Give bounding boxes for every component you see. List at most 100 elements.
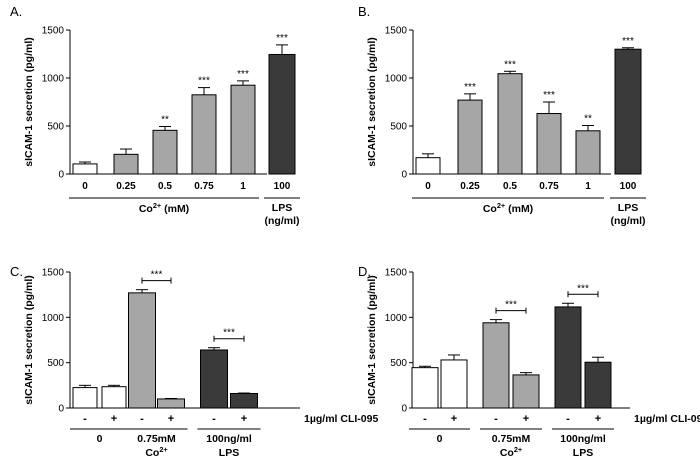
treatment-sign: - [423, 413, 427, 425]
group-label-cobalt: Co2+ (mM) [139, 201, 189, 216]
y-tick-label: 0 [58, 404, 64, 415]
treatment-sign: - [140, 413, 144, 425]
group-label-lps: LPS [618, 202, 638, 214]
group-label-lps-units: (ng/ml) [265, 215, 300, 227]
y-tick-label: 500 [390, 122, 407, 133]
bar [152, 129, 178, 175]
treatment-sign: - [83, 413, 87, 425]
treatment-sign: + [168, 413, 174, 425]
group-sublabel: LPS [573, 447, 593, 459]
y-tick-label: 1000 [42, 313, 65, 324]
x-tick-label: 100 [274, 181, 291, 192]
y-tick-label: 1000 [385, 74, 408, 85]
bar [415, 157, 441, 175]
panel-label: C. [10, 264, 23, 279]
x-tick-label: 100 [620, 181, 637, 192]
group-sublabel: Co2+ [500, 445, 522, 460]
y-axis-title: sICAM-1 secretion (pg/ml) [366, 275, 378, 405]
group-label: 0 [437, 433, 443, 445]
bar [482, 322, 510, 409]
x-tick-label: 0.5 [503, 181, 517, 192]
bracket-label: *** [577, 283, 589, 294]
y-tick-label: 1500 [42, 268, 65, 279]
y-axis-title: sICAM-1 secretion (pg/ml) [23, 275, 35, 405]
bar [113, 153, 139, 175]
significance-label: ** [584, 114, 592, 125]
bracket-label: *** [151, 270, 163, 281]
significance-label: *** [543, 90, 555, 101]
treatment-sign: + [523, 413, 529, 425]
bracket-label: *** [223, 328, 235, 339]
y-tick-label: 500 [390, 358, 407, 369]
bar [157, 398, 185, 409]
y-tick-label: 1000 [42, 74, 65, 85]
group-label-lps: LPS [272, 202, 292, 214]
bar [101, 386, 127, 409]
x-tick-label: 1 [240, 181, 246, 192]
panel-label: B. [358, 4, 370, 19]
group-label: 0.75mM [492, 433, 531, 445]
significance-label: *** [464, 82, 476, 93]
bar [512, 374, 540, 409]
group-sublabel: LPS [219, 447, 239, 459]
bracket-label: *** [505, 300, 517, 311]
significance-label: *** [622, 36, 634, 47]
y-tick-label: 0 [401, 170, 407, 181]
group-label-lps-units: (ng/ml) [611, 215, 646, 227]
y-tick-label: 0 [401, 404, 407, 415]
bar [128, 292, 156, 409]
bar [497, 73, 523, 175]
panel-label: D. [358, 264, 371, 279]
group-label: 0 [97, 433, 103, 445]
group-label: 100ng/ml [560, 433, 606, 445]
treatment-sign: + [595, 413, 601, 425]
bar [614, 48, 642, 175]
treatment-sign: + [451, 413, 457, 425]
treatment-label: 1µg/ml CLI-095 [304, 413, 378, 425]
y-tick-label: 1500 [385, 268, 408, 279]
group-label: 100ng/ml [206, 433, 252, 445]
x-tick-label: 0.5 [158, 181, 172, 192]
treatment-sign: + [241, 413, 247, 425]
significance-label: ** [161, 114, 169, 125]
bar [411, 367, 439, 409]
bar [230, 392, 258, 409]
bar [440, 359, 468, 409]
bar [230, 84, 256, 175]
bar [584, 361, 612, 409]
panel-d: D. 0 500 1000 1500 sICAM-1 secretion (pg/ml) -… [358, 264, 700, 459]
bar [457, 99, 483, 175]
significance-label: *** [198, 76, 210, 87]
panel-c: C. 0 500 1000 1500 sICAM-1 secretion (pg/ml) -… [10, 264, 378, 459]
bar [536, 113, 562, 175]
significance-label: *** [276, 33, 288, 44]
x-tick-label: 0.25 [460, 181, 480, 192]
x-tick-label: 0.75 [539, 181, 559, 192]
treatment-sign: - [494, 413, 498, 425]
treatment-sign: - [566, 413, 570, 425]
bar [268, 53, 296, 175]
bar [191, 94, 217, 175]
x-tick-label: 0.75 [194, 181, 214, 192]
significance-label: *** [504, 59, 516, 70]
treatment-label: 1µg/ml CLI-095 [634, 413, 700, 425]
y-tick-label: 1500 [385, 26, 408, 37]
bar [575, 130, 601, 175]
treatment-sign: + [111, 413, 117, 425]
y-tick-label: 0 [58, 170, 64, 181]
bar [200, 349, 228, 409]
x-tick-label: 0.25 [116, 181, 136, 192]
treatment-sign: - [212, 413, 216, 425]
group-sublabel: Co2+ [145, 445, 167, 460]
bar [554, 306, 582, 409]
group-label-cobalt: Co2+ (mM) [483, 201, 533, 216]
bar [72, 387, 98, 409]
panel-label: A. [10, 4, 22, 19]
y-tick-label: 500 [47, 122, 64, 133]
y-axis-title: sICAM-1 secretion (pg/ml) [23, 37, 35, 167]
y-tick-label: 1000 [385, 313, 408, 324]
y-tick-label: 500 [47, 358, 64, 369]
